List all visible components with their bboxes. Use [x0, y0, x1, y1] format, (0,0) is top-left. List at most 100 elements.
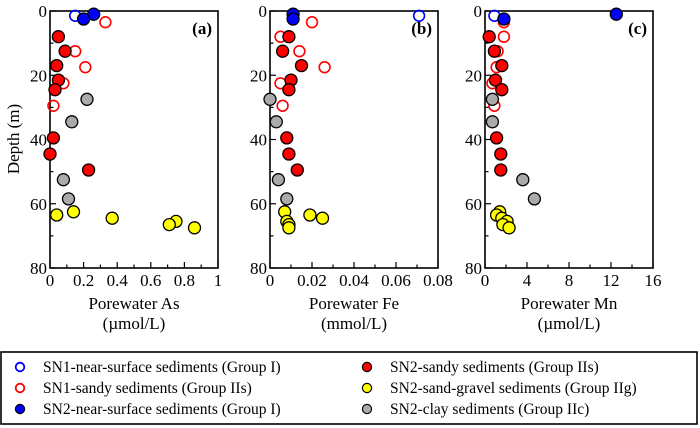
x-axis-unit: (µmol/L) — [538, 314, 601, 333]
x-tick-label: 0.02 — [297, 271, 327, 290]
data-point-sn2-sandy — [46, 131, 61, 145]
legend-marker — [361, 403, 373, 415]
data-point-sn2-sandy — [280, 131, 294, 145]
data-point-sn2-sandy — [489, 131, 504, 145]
data-point-sn1-near — [412, 9, 426, 22]
x-tick-label: 0.2 — [73, 271, 94, 290]
data-point-sn2-sandy — [488, 73, 503, 87]
x-tick-label: 0.4 — [107, 271, 129, 290]
data-point-sn1-sandy — [293, 44, 306, 58]
x-tick-label: 1 — [214, 271, 223, 290]
x-tick-label: 0 — [46, 271, 55, 290]
data-point-sn2-clay — [485, 115, 500, 129]
data-point-sn1-sandy — [318, 60, 331, 74]
data-point-sn2-sandy — [43, 147, 57, 161]
legend-item-sn2-near: SN2-near-surface sediments (Group I) — [14, 401, 281, 418]
x-tick-label: 0 — [481, 271, 490, 290]
data-point-sn2-sandy — [275, 44, 290, 58]
y-tick-label: 80 — [30, 259, 47, 278]
y-tick-label: 60 — [250, 195, 267, 214]
data-point-sn1-sandy — [497, 30, 511, 43]
panel-a: 0 0.2 0.4 0.6 0.8 1 0 20 40 60 80 Porewater As(µmol… — [30, 2, 222, 333]
legend-marker — [361, 361, 373, 373]
x-tick-label: 4 — [523, 271, 532, 290]
data-point-sn2-sandy — [294, 58, 309, 73]
legend-marker — [14, 403, 26, 415]
legend-marker — [361, 382, 373, 394]
data-point-sn2-sandy — [50, 58, 64, 73]
data-point-sn2-sandy — [282, 147, 296, 161]
legend-marker — [14, 382, 26, 394]
panel-c: 0 4 8 12 16 0 20 40 60 80 Porewater Mn(µmol/L) (c) — [465, 2, 662, 333]
data-point-sn2-sandy — [51, 30, 66, 44]
panel-label: (c) — [628, 19, 647, 38]
data-point-sn1-sandy — [305, 16, 319, 29]
x-tick-label: 0.8 — [174, 271, 195, 290]
x-tick-label: 0 — [266, 271, 275, 290]
legend: SN1-near-surface sediments (Group I) SN1-… — [0, 351, 698, 425]
data-point-sn1-sandy — [99, 16, 112, 29]
data-point-sn2-gravel — [66, 205, 81, 219]
data-point-sn2-near — [609, 7, 623, 21]
panel-label: (b) — [411, 19, 432, 38]
y-tick-label: 0 — [39, 2, 48, 21]
data-point-sn1-sandy — [276, 99, 289, 113]
data-point-sn2-clay — [263, 92, 277, 106]
data-point-sn2-gravel — [162, 217, 176, 232]
x-tick-label: 0.6 — [140, 271, 161, 290]
data-point-sn2-sandy — [290, 163, 304, 177]
data-point-sn2-sandy — [282, 83, 296, 97]
x-axis-label: Porewater As — [88, 294, 179, 313]
data-point-sn2-clay — [527, 192, 542, 206]
y-tick-label: 80 — [250, 259, 267, 278]
data-point-sn1-sandy — [79, 60, 92, 74]
y-tick-label: 40 — [30, 131, 47, 150]
x-tick-label: 16 — [645, 271, 662, 290]
legend-label: SN2-near-surface sediments (Group I) — [43, 401, 281, 418]
x-tick-label: 0.08 — [423, 271, 453, 290]
data-point-sn2-gravel — [105, 211, 119, 225]
data-point-sn2-clay — [61, 192, 76, 206]
legend-marker — [14, 361, 26, 373]
y-tick-label: 60 — [30, 195, 47, 214]
data-point-sn2-sandy — [48, 83, 62, 97]
data-point-sn2-sandy — [282, 30, 296, 44]
legend-item-sn2-sandy: SN2-sandy sediments (Group IIs) — [361, 359, 599, 376]
x-axis-unit: (µmol/L) — [103, 314, 166, 333]
legend-label: SN2-sand-gravel sediments (Group IIg) — [390, 380, 637, 397]
legend-label: SN2-sandy sediments (Group IIs) — [390, 359, 599, 376]
data-point-sn2-sandy — [494, 147, 508, 161]
data-point-sn2-near — [497, 12, 511, 26]
legend-item-sn2-gravel: SN2-sand-gravel sediments (Group IIg) — [361, 380, 637, 397]
data-point-sn2-near — [76, 12, 91, 26]
data-point-sn2-gravel — [315, 211, 330, 225]
data-point-sn2-gravel — [50, 208, 64, 222]
data-point-sn2-sandy — [494, 163, 508, 177]
data-point-sn2-clay — [56, 173, 71, 187]
data-point-sn1-sandy — [47, 99, 60, 113]
data-point-sn2-gravel — [282, 221, 296, 235]
y-tick-label: 80 — [465, 259, 482, 278]
panel-label: (a) — [192, 19, 212, 38]
data-point-sn2-sandy — [58, 44, 72, 58]
data-point-sn2-gravel — [303, 208, 317, 222]
data-point-sn2-clay — [269, 115, 283, 129]
legend-box — [0, 351, 698, 425]
data-point-sn2-gravel — [187, 221, 202, 235]
data-point-sn2-clay — [485, 92, 500, 106]
y-tick-label: 0 — [474, 2, 483, 21]
y-tick-label: 20 — [30, 66, 47, 85]
data-point-sn2-sandy — [495, 83, 509, 97]
x-axis-label: Porewater Mn — [521, 294, 618, 313]
y-tick-label: 40 — [250, 131, 267, 150]
y-tick-label: 0 — [259, 2, 268, 21]
y-tick-label: 40 — [465, 131, 482, 150]
legend-item-sn1-sandy: SN1-sandy sediments (Group IIs) — [14, 380, 252, 397]
data-point-sn2-clay — [280, 192, 294, 206]
x-tick-label: 12 — [603, 271, 620, 290]
legend-label: SN1-sandy sediments (Group IIs) — [43, 380, 252, 397]
legend-label: SN1-near-surface sediments (Group I) — [43, 359, 281, 376]
data-point-sn2-sandy — [482, 30, 496, 44]
